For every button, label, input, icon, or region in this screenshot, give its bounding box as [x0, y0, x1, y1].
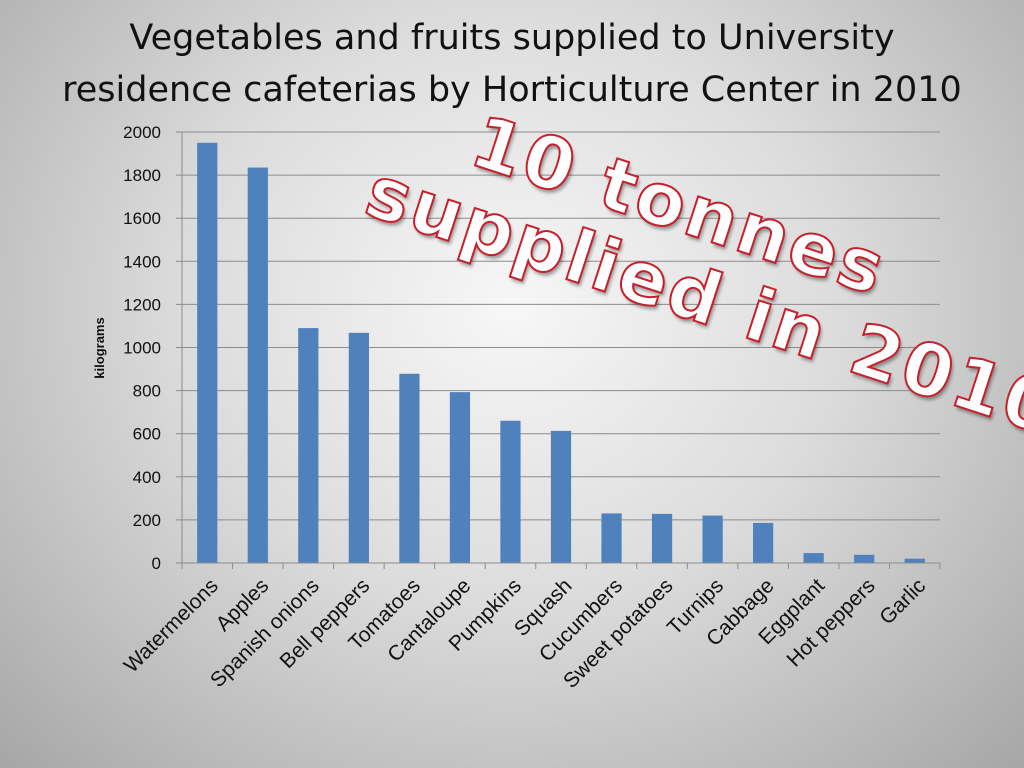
bar — [247, 167, 268, 563]
bar — [753, 522, 774, 563]
y-tick-label: 1800 — [123, 166, 161, 185]
bar — [399, 373, 420, 563]
chart-title-line-1: Vegetables and fruits supplied to Univer… — [129, 18, 895, 58]
y-axis-label: kilograms — [92, 317, 107, 378]
y-tick-label: 2000 — [123, 123, 161, 142]
y-tick-label: 400 — [133, 468, 161, 487]
x-tick-label: Garlic — [875, 574, 930, 629]
bar — [500, 420, 521, 563]
chart-title-line-2: residence cafeterias by Horticulture Cen… — [62, 70, 962, 110]
y-tick-label: 1600 — [123, 209, 161, 228]
bar — [348, 332, 369, 563]
bar — [904, 558, 925, 563]
bar — [702, 515, 723, 563]
chart-title: Vegetables and fruits supplied to Univer… — [0, 12, 1024, 116]
bar — [197, 142, 218, 563]
bar — [550, 430, 572, 563]
bars — [197, 142, 925, 563]
y-tick-label: 600 — [133, 425, 161, 444]
bar — [298, 328, 319, 563]
y-tick-label: 1400 — [123, 252, 161, 271]
y-tick-label: 0 — [152, 554, 161, 573]
axes — [181, 132, 940, 564]
y-tick-label: 1000 — [123, 339, 161, 358]
bar — [803, 553, 824, 563]
bar — [854, 554, 875, 563]
bar — [601, 513, 622, 563]
y-tick-label: 800 — [133, 382, 161, 401]
bar — [449, 392, 471, 563]
x-tick-label: Watermelons — [120, 574, 223, 677]
y-tick-label: 200 — [133, 511, 161, 530]
y-tick-label: 1200 — [123, 295, 161, 314]
bar — [651, 513, 673, 563]
y-tick-labels: 0 200 400 600 800 1000 1200 1400 1600 1800 2000 — [123, 123, 161, 573]
